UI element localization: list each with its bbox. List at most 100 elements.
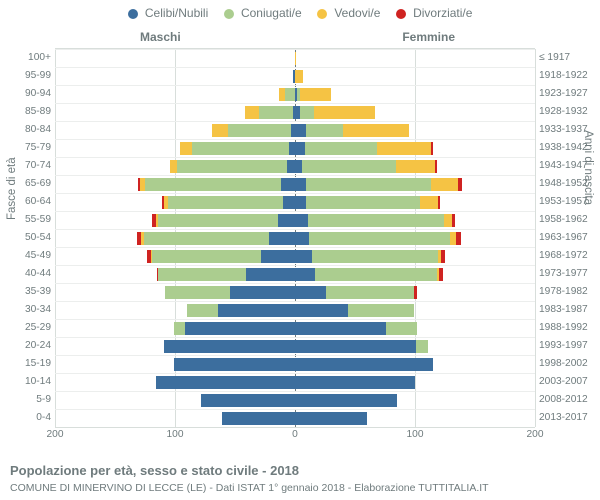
bar-segment-male-cel (269, 232, 295, 245)
chart-title: Popolazione per età, sesso e stato civil… (10, 463, 299, 478)
column-header-male: Maschi (140, 30, 181, 44)
bar-segment-female-div (431, 142, 433, 155)
birth-year-label: 2003-2007 (539, 373, 595, 391)
bar-row (55, 340, 535, 353)
age-label: 95-99 (3, 67, 51, 85)
plot-area: 2001000100200100+≤ 191795-991918-192290-… (55, 48, 535, 428)
bar-row (55, 412, 535, 425)
bar-segment-male-div (162, 196, 164, 209)
legend-swatch-divorziati (396, 9, 406, 19)
gridline-horizontal (55, 157, 535, 158)
birth-year-label: 1938-1942 (539, 139, 595, 157)
bar-segment-male-ved (151, 250, 152, 263)
gridline-horizontal (55, 319, 535, 320)
bar-segment-male-div (157, 268, 158, 281)
bar-segment-female-con (386, 322, 417, 335)
bar-row (55, 160, 535, 173)
bar-segment-female-cel (295, 376, 415, 389)
gridline-horizontal (55, 229, 535, 230)
birth-year-label: 1973-1977 (539, 265, 595, 283)
gridline-horizontal (55, 247, 535, 248)
gridline-horizontal (55, 265, 535, 266)
bar-segment-female-cel (295, 178, 306, 191)
bar-row (55, 232, 535, 245)
age-label: 60-64 (3, 193, 51, 211)
birth-year-label: 1958-1962 (539, 211, 595, 229)
x-tick-label: 200 (527, 429, 544, 440)
birth-year-label: ≤ 1917 (539, 49, 595, 67)
bar-segment-female-cel (295, 124, 306, 137)
bar-segment-male-div (137, 232, 142, 245)
birth-year-label: 1988-1992 (539, 319, 595, 337)
bar-row (55, 106, 535, 119)
gridline-horizontal (55, 409, 535, 410)
age-label: 40-44 (3, 265, 51, 283)
gridline-horizontal (55, 211, 535, 212)
gridline-horizontal (55, 85, 535, 86)
bar-segment-female-div (438, 196, 440, 209)
age-label: 25-29 (3, 319, 51, 337)
bar-segment-male-ved (245, 106, 259, 119)
bar-segment-female-cel (295, 214, 308, 227)
age-label: 80-84 (3, 121, 51, 139)
bar-segment-male-div (138, 178, 140, 191)
age-label: 35-39 (3, 283, 51, 301)
bar-segment-male-cel (174, 358, 295, 371)
bar-segment-male-con (177, 160, 286, 173)
bar-segment-female-cel (295, 142, 305, 155)
bar-segment-male-con (228, 124, 292, 137)
birth-year-label: 1968-1972 (539, 247, 595, 265)
bar-segment-male-con (187, 304, 218, 317)
bar-row (55, 268, 535, 281)
bar-row (55, 304, 535, 317)
bar-segment-female-con (306, 178, 431, 191)
gridline-horizontal (55, 301, 535, 302)
bar-row (55, 124, 535, 137)
bar-segment-female-con (308, 214, 444, 227)
age-label: 45-49 (3, 247, 51, 265)
bar-segment-male-con (165, 286, 230, 299)
age-label: 10-14 (3, 373, 51, 391)
gridline-horizontal (55, 67, 535, 68)
bar-segment-female-ved (396, 160, 436, 173)
bar-segment-female-div (439, 268, 443, 281)
bar-segment-female-con (306, 196, 420, 209)
age-label: 65-69 (3, 175, 51, 193)
age-label: 15-19 (3, 355, 51, 373)
bar-segment-female-cel (295, 268, 315, 281)
legend-swatch-coniugati (224, 9, 234, 19)
bar-segment-female-ved (295, 52, 296, 65)
bar-segment-female-con (309, 232, 449, 245)
bar-segment-female-cel (295, 304, 348, 317)
bar-row (55, 214, 535, 227)
bar-segment-male-cel (283, 196, 295, 209)
bar-segment-male-cel (218, 304, 295, 317)
age-label: 100+ (3, 49, 51, 67)
legend-item-vedovi: Vedovi/e (317, 6, 380, 20)
bar-segment-female-ved (300, 88, 331, 101)
bar-segment-male-cel (287, 160, 295, 173)
bar-segment-male-con (145, 178, 281, 191)
gridline-horizontal (55, 175, 535, 176)
gridline-horizontal (55, 373, 535, 374)
bar-row (55, 286, 535, 299)
bar-segment-male-con (174, 322, 185, 335)
x-tick-label: 100 (407, 429, 424, 440)
age-label: 20-24 (3, 337, 51, 355)
bar-segment-female-cel (295, 232, 309, 245)
legend: Celibi/Nubili Coniugati/e Vedovi/e Divor… (0, 6, 600, 20)
bar-row (55, 358, 535, 371)
gridline-horizontal (55, 193, 535, 194)
bar-segment-female-cel (295, 160, 302, 173)
bar-segment-male-con (259, 106, 293, 119)
bar-segment-male-div (147, 250, 151, 263)
legend-item-coniugati: Coniugati/e (224, 6, 302, 20)
birth-year-label: 2013-2017 (539, 409, 595, 427)
x-tick-label: 100 (167, 429, 184, 440)
gridline-horizontal (55, 49, 535, 50)
column-header-female: Femmine (402, 30, 455, 44)
birth-year-label: 1963-1967 (539, 229, 595, 247)
bar-segment-female-ved (444, 214, 452, 227)
age-label: 85-89 (3, 103, 51, 121)
bar-segment-female-cel (295, 286, 326, 299)
